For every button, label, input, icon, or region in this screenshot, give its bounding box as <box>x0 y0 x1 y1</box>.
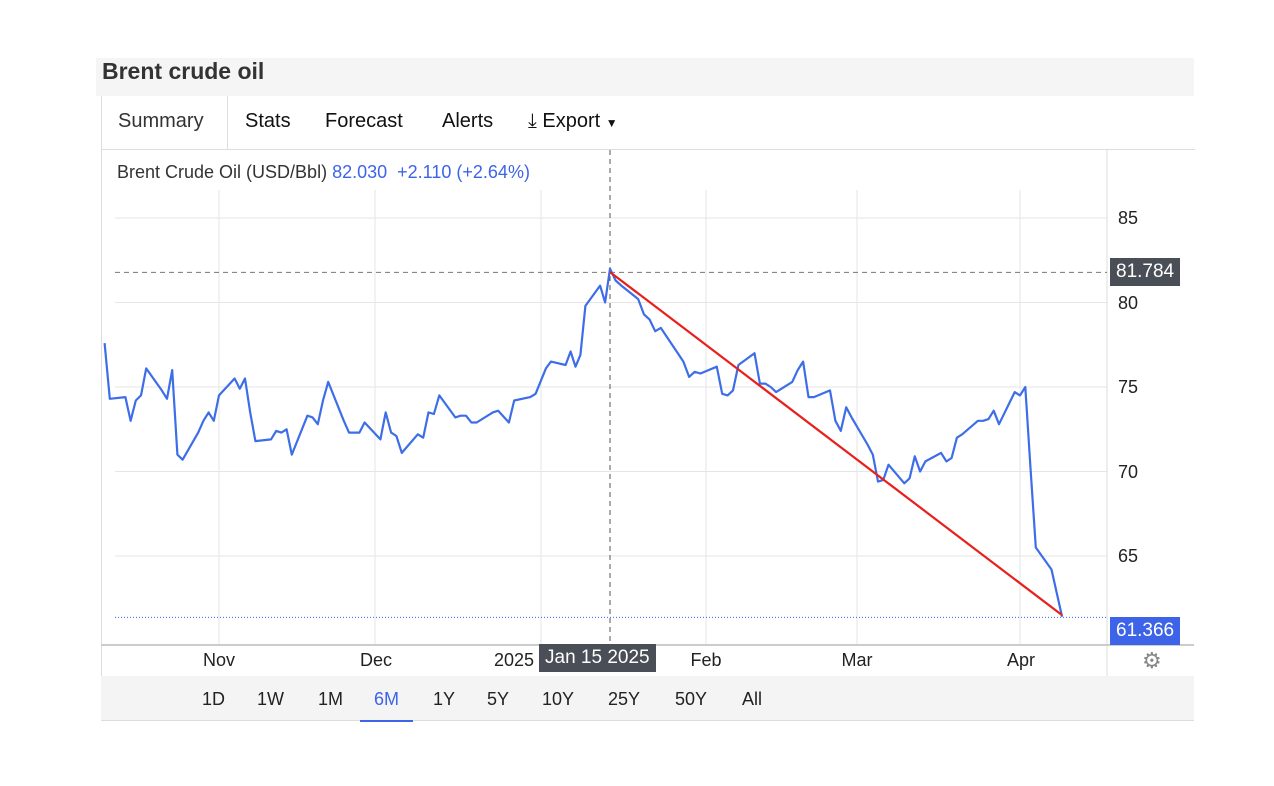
range-1m[interactable]: 1M <box>318 689 344 709</box>
tab-alerts[interactable]: Alerts <box>442 110 494 132</box>
range-selector: 1D 1W 1M 6M 1Y 5Y 10Y 25Y 50Y All <box>101 676 1194 722</box>
tab-export[interactable]: ⤓ Export ▼ <box>528 110 618 133</box>
tab-forecast[interactable]: Forecast <box>325 110 403 132</box>
price-line <box>103 267 1064 618</box>
export-label: Export <box>542 110 601 132</box>
y-tick-label: 85 <box>1118 208 1139 228</box>
range-10y[interactable]: 10Y <box>542 689 575 709</box>
crosshair-date-badge: Jan 15 2025 <box>539 644 656 672</box>
tab-bar: Summary Stats Forecast Alerts ⤓ Export ▼ <box>102 96 1195 150</box>
crosshair-price-badge: 81.784 <box>1110 258 1181 286</box>
range-1d[interactable]: 1D <box>202 689 226 709</box>
gear-icon[interactable]: ⚙ <box>1142 648 1162 673</box>
range-50y[interactable]: 50Y <box>675 689 708 709</box>
y-tick-label: 65 <box>1118 546 1139 566</box>
trend-line <box>609 271 1063 617</box>
change-value: +2.110 <box>397 162 452 182</box>
current-value: 82.030 <box>332 162 388 182</box>
y-tick-label: 75 <box>1118 377 1139 397</box>
x-tick-label: Dec <box>359 650 393 670</box>
caret-down-icon: ▼ <box>605 116 618 130</box>
tab-stats[interactable]: Stats <box>245 110 291 132</box>
change-percent: (+2.64%) <box>456 162 530 182</box>
range-1y[interactable]: 1Y <box>433 689 456 709</box>
range-5y[interactable]: 5Y <box>487 689 510 709</box>
x-tick-label: Feb <box>690 650 722 670</box>
range-25y[interactable]: 25Y <box>608 689 641 709</box>
y-tick-label: 80 <box>1118 293 1139 313</box>
chart-legend: Brent Crude Oil (USD/Bbl) 82.030 +2.110 … <box>117 162 530 183</box>
y-tick-label: 70 <box>1118 462 1139 482</box>
header: Brent crude oil <box>96 58 1194 96</box>
download-icon: ⤓ <box>528 110 537 132</box>
series-name: Brent Crude Oil (USD/Bbl) <box>117 162 328 182</box>
range-all[interactable]: All <box>742 689 763 709</box>
chart-panel: Summary Stats Forecast Alerts ⤓ Export ▼ <box>101 96 1195 720</box>
tab-summary[interactable]: Summary <box>102 96 228 149</box>
range-6m[interactable]: 6M <box>360 689 414 722</box>
x-tick-label: Nov <box>202 650 236 670</box>
page-title: Brent crude oil <box>102 58 265 84</box>
x-tick-label: 2025 <box>493 650 534 670</box>
x-tick-label: Mar <box>841 650 873 670</box>
x-tick-label: Apr <box>1006 650 1036 670</box>
range-1w[interactable]: 1W <box>257 689 284 709</box>
last-price-badge: 61.366 <box>1110 617 1181 645</box>
